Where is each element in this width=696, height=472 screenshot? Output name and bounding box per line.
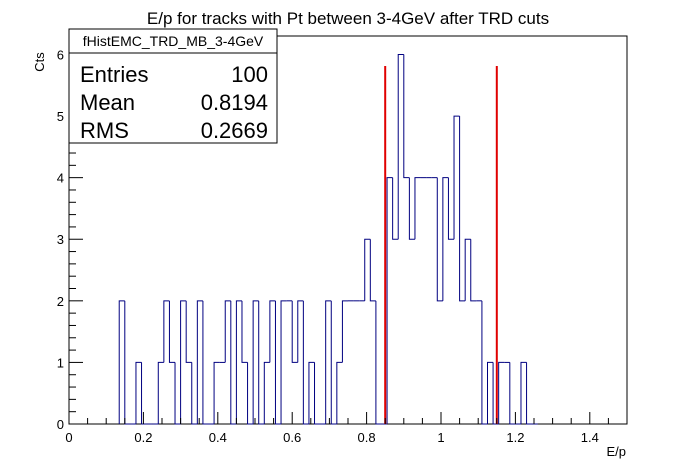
histogram-bin [196,300,203,424]
histogram-bin [297,300,304,363]
histogram-bin [498,361,505,424]
histogram-bin [269,300,276,363]
histogram-bin [408,177,415,240]
histogram-group [118,53,538,425]
histogram-bin [135,361,142,424]
histogram-bin [180,300,187,424]
histogram-bin [397,53,404,240]
histogram-bin [274,300,282,425]
histogram-bin [509,362,516,425]
x-tick-label: 0.8 [358,430,376,445]
histogram-bin [174,362,181,425]
histogram-bin [447,177,455,240]
x-tick-label: 0.2 [134,430,152,445]
x-tick-label: 1 [437,430,444,445]
histogram-bin [453,115,460,240]
histogram-bin [336,361,343,424]
histogram-bin [157,361,164,424]
stats-entries-value: 100 [231,62,268,87]
stats-box-frame [68,28,278,144]
histogram-bin [414,177,421,240]
x-axis-label: E/p [606,444,626,459]
histogram-bin [520,361,527,424]
chart-title: E/p for tracks with Pt between 3-4GeV af… [147,9,549,28]
y-tick-label: 6 [57,47,64,62]
histogram-bin [526,362,533,425]
histogram-bin [124,300,131,425]
histogram-bin [341,300,348,363]
histogram-bin [141,362,148,425]
y-tick-label: 4 [57,171,64,186]
histogram-bin [168,300,176,363]
stats-box: fHistEMC_TRD_MB_3-4GeV Entries 100 Mean … [68,28,278,144]
histogram-bin [375,300,382,425]
histogram-bin [314,362,321,425]
y-tick-label: 5 [57,109,64,124]
stats-rms-label: RMS [80,118,129,143]
histogram-bin [235,300,242,424]
y-tick-label: 1 [57,355,64,370]
histogram-bin [436,177,443,302]
histogram-bin [487,361,494,424]
histogram-bin [308,361,315,424]
histogram-bin [325,300,332,424]
stats-entries-label: Entries [80,62,148,87]
x-tick-label: 1.4 [581,430,599,445]
histogram-bin [280,300,287,424]
histogram-bin [386,177,393,424]
histogram-bin [258,300,265,425]
cut-lines-group [384,66,498,424]
histogram-bin [163,300,170,363]
histogram-bin [459,116,466,302]
stats-box-title: fHistEMC_TRD_MB_3-4GeV [83,33,264,49]
histogram-bin [403,54,410,179]
histogram-bin [224,300,231,363]
y-axis-label: Cts [32,52,47,72]
histogram-bin [392,177,399,240]
histogram-bin [202,300,209,425]
stats-rms-value: 0.2669 [201,118,268,143]
stats-mean-label: Mean [80,90,135,115]
histogram-bin [230,300,237,425]
x-tick-label: 0 [65,430,72,445]
y-tick-label: 2 [57,294,64,309]
histogram-bin [330,300,337,425]
histogram-bin [470,239,477,302]
histogram-bin [369,239,376,302]
histogram-bin [302,300,309,425]
histogram-bin [364,238,371,301]
histogram-bin [481,300,488,425]
histogram-bin [291,300,298,363]
histogram-bin [118,300,125,424]
histogram-bin [241,300,248,363]
histogram-bin [464,238,471,301]
stats-mean-value: 0.8194 [201,90,268,115]
histogram-bin [191,362,198,425]
histogram-bin [263,361,270,424]
histogram-bin [185,300,192,363]
histogram-bin [252,300,259,424]
x-tick-label: 0.6 [283,430,301,445]
histogram-bin [442,177,449,301]
y-tick-label: 0 [57,417,64,432]
x-tick-label: 1.2 [506,430,524,445]
y-tick-label: 3 [57,232,64,247]
histogram-bin [213,361,220,424]
histogram-bin [247,362,254,425]
x-tick-label: 0.4 [209,430,227,445]
